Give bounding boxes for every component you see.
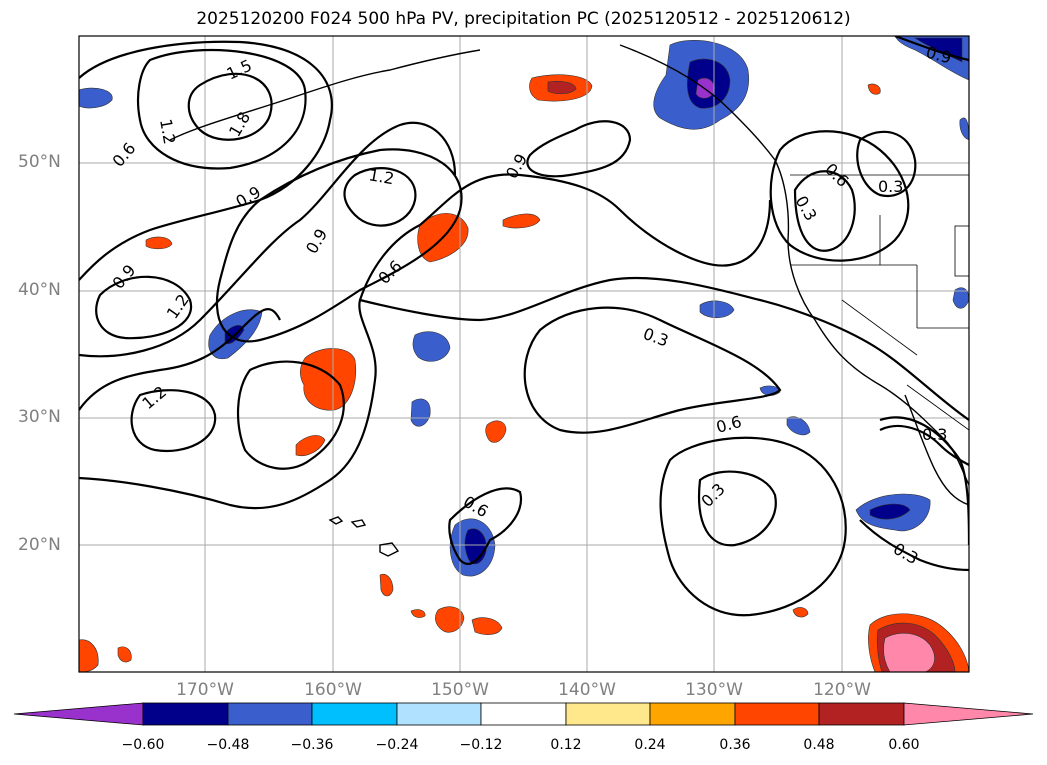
lat-label-40n: 40°N	[18, 280, 61, 300]
lon-label-140w: 140°W	[558, 680, 616, 700]
precip-negative-northwest	[79, 87, 113, 109]
contour-ring-03-south	[659, 436, 847, 617]
lon-label-120w: 120°W	[813, 680, 871, 700]
colorbar	[13, 702, 1034, 726]
colorbar-segment	[396, 702, 482, 726]
precip-positive-28n	[295, 435, 326, 457]
colorbar-tick-label: −0.60	[121, 737, 165, 753]
contour-outer-03	[359, 276, 969, 421]
contour-ring-39n	[95, 275, 193, 340]
lat-label-20n: 20°N	[18, 535, 61, 555]
precip-positive-southwest-small	[117, 646, 132, 663]
colorbar-segment	[142, 702, 229, 726]
contour-ring-northwest	[136, 48, 307, 170]
contour-ring-33n	[237, 360, 345, 470]
contour-ring-coast	[769, 130, 910, 262]
contour-19n	[448, 487, 523, 565]
precip-negative-31n	[410, 398, 431, 427]
precip-positive-gulf-core	[547, 80, 577, 95]
pv-contours	[79, 36, 969, 617]
precip-positive-mexico-core	[883, 632, 935, 672]
colorbar-tick-label: −0.24	[375, 737, 419, 753]
coastline-hawaii-1	[328, 516, 344, 525]
gridlines	[79, 36, 969, 672]
colorbar-tick-label: 0.12	[550, 737, 582, 753]
contour-ring-56n	[187, 72, 273, 141]
colorbar-segment	[227, 702, 313, 726]
contour-ring-46n	[343, 167, 417, 227]
contour-outer-center	[79, 121, 457, 358]
coastline-aleutians	[169, 49, 481, 141]
contour-mid-east	[419, 173, 772, 267]
coastline-hawaii-3	[379, 542, 400, 557]
contour-ring-23n	[697, 470, 777, 547]
precip-positive-northwest-small	[867, 83, 881, 95]
precip-positive-13n-b	[471, 617, 503, 635]
colorbar-segment	[565, 702, 651, 726]
contour-ring-03-central	[523, 306, 782, 434]
precip-positive-33n	[300, 348, 356, 411]
colorbar-tick-label: 0.36	[719, 737, 751, 753]
colorbar-segment	[818, 702, 905, 726]
precip-negative-51n-coast	[959, 117, 969, 141]
contour-label: 0.3	[922, 425, 947, 444]
colorbar-extend-left	[13, 702, 144, 726]
contour-ring-coast-inner	[793, 170, 856, 252]
colorbar-tick-label: −0.48	[206, 737, 250, 753]
precip-negative-40n	[699, 300, 735, 319]
colorbar-tick-label: −0.12	[459, 737, 503, 753]
lat-label-30n: 30°N	[18, 407, 61, 427]
precip-negative-36n	[412, 331, 451, 362]
colorbar-tick-label: 0.24	[634, 737, 666, 753]
colorbar-segment	[649, 702, 736, 726]
coastline-baja	[904, 394, 969, 506]
colorbar-extend-right	[903, 702, 1034, 726]
contour-top-right	[894, 36, 969, 62]
precip-positive-44n	[502, 213, 541, 229]
precip-positive-42n-west	[145, 236, 173, 250]
precip-negative-29n-east	[786, 416, 811, 436]
colorbar-tick-label: 0.48	[803, 737, 835, 753]
lon-label-130w: 130°W	[685, 680, 743, 700]
precip-positive-14n	[410, 609, 426, 618]
map-body: 1.5 1.8 1.2 0.6 0.9 1.2 0.9 0.6 1.2 0.9 …	[79, 36, 969, 672]
contour-sw-coast	[859, 519, 969, 572]
colorbar-segment	[311, 702, 398, 726]
lon-label-170w: 170°W	[176, 680, 234, 700]
coastline-hawaii-2	[350, 519, 367, 528]
colorbar-segment	[480, 702, 567, 726]
contour-se-cornering	[879, 425, 969, 466]
contour-label: 1.2	[156, 117, 179, 145]
contour-ring-central	[215, 148, 463, 343]
political-borders	[790, 174, 969, 431]
lon-label-150w: 150°W	[431, 680, 489, 700]
contour-ring-northeast	[856, 130, 917, 198]
colorbar-segment	[734, 702, 820, 726]
lon-label-160w: 160°W	[304, 680, 362, 700]
contour-sw	[79, 308, 281, 411]
contour-south	[79, 224, 421, 510]
precip-positive-14n-east	[792, 607, 809, 618]
colorbar-tick-label: −0.36	[290, 737, 334, 753]
colorbar-tick-label: 0.60	[888, 737, 920, 753]
contour-outer-northwest	[79, 40, 333, 281]
precip-negative-baja-core	[869, 503, 911, 520]
precip-positive-13n-a	[435, 606, 465, 633]
precip-positive-29n	[485, 420, 507, 443]
contour-ring-52n	[526, 120, 632, 178]
contour-label: 0.3	[878, 177, 903, 196]
map-title: 2025120200 F024 500 hPa PV, precipitatio…	[196, 9, 851, 29]
coastline-alaska-panhandle	[619, 44, 776, 161]
precip-positive-17n	[379, 573, 394, 597]
contour-label: 1.2	[367, 165, 395, 188]
contour-ring-31n	[130, 389, 217, 453]
map-frame	[78, 35, 970, 673]
lat-label-50n: 50°N	[18, 152, 61, 172]
